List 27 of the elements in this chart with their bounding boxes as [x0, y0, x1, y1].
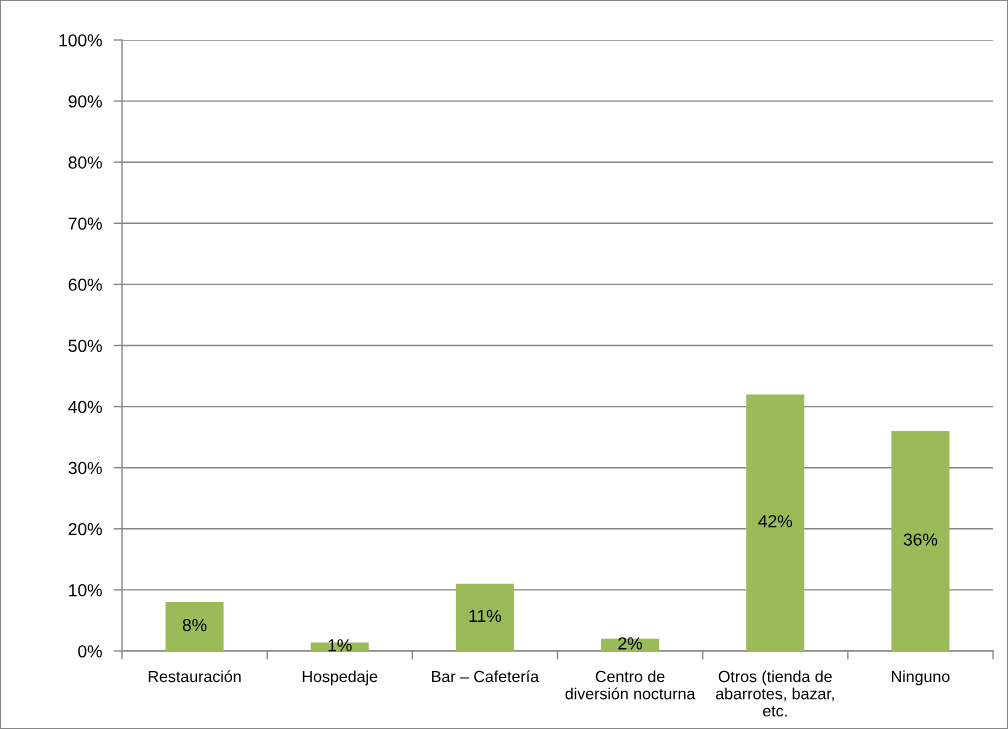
data-label: 2% — [618, 637, 643, 650]
y-tick-label: 100% — [59, 34, 102, 47]
data-label: 1% — [328, 639, 352, 652]
x-tick-label: Hospedaje — [302, 670, 378, 686]
y-tick-label: 80% — [68, 156, 102, 169]
bar — [746, 394, 805, 651]
y-tick-label: 40% — [68, 400, 102, 414]
bar — [891, 431, 950, 651]
x-tick-label: Ninguno — [891, 670, 950, 686]
data-label: 36% — [903, 533, 938, 546]
y-tick-label: 0% — [78, 645, 102, 658]
bar — [165, 602, 224, 651]
y-tick-label: 90% — [68, 95, 102, 108]
x-tick-label: Centro de diversión nocturna — [565, 670, 696, 700]
data-label: 8% — [182, 618, 207, 632]
y-tick-label: 30% — [68, 461, 102, 475]
x-tick-label: Otros (tienda de abarrotes, bazar, etc. — [716, 670, 834, 717]
y-tick-label: 70% — [68, 217, 102, 230]
y-tick-label: 10% — [69, 584, 102, 597]
bar — [455, 583, 514, 651]
y-tick-label: 60% — [68, 278, 102, 291]
y-tick-label: 50% — [68, 339, 102, 352]
x-tick-label: Bar – Cafetería — [432, 670, 540, 683]
data-label: 42% — [758, 515, 793, 528]
data-label: 11% — [469, 609, 502, 622]
x-tick-label: Restauración — [148, 670, 241, 683]
y-tick-label: 20% — [68, 522, 102, 536]
